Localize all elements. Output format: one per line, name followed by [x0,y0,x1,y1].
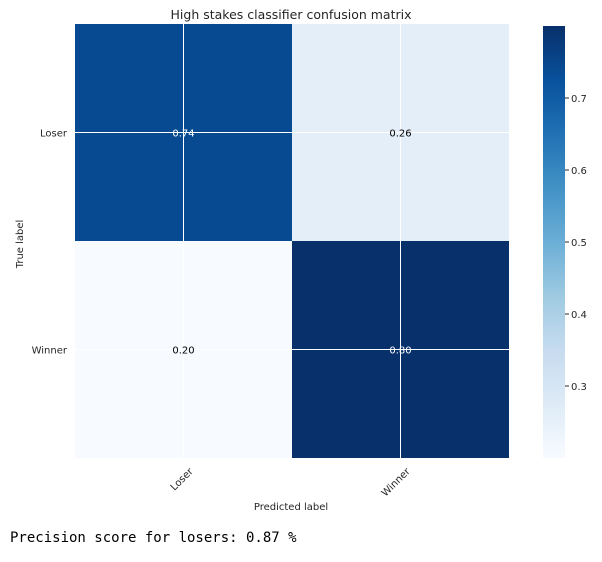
x-tick-labels: Loser Winner [169,466,413,499]
cell-label-0-0: 0.74 [172,129,194,140]
cell-label-0-1: 0.26 [389,129,411,140]
colorbar: 0.3 0.4 0.5 0.6 0.7 [543,26,587,458]
x-tick-label: Loser [169,466,196,493]
cell-label-1-1: 0.80 [389,346,411,357]
precision-score-text: Precision score for losers: 0.87 % [10,530,297,546]
y-tick-label: Loser [40,129,68,140]
x-tick-label: Winner [380,466,413,499]
colorbar-tick-label: 0.3 [571,382,587,393]
colorbar-gradient [543,26,565,458]
colorbar-tick-label: 0.4 [571,310,587,321]
y-tick-labels: Loser Winner [32,129,68,357]
confusion-matrix-chart: High stakes classifier confusion matrix … [15,7,587,513]
y-axis-label: True label [15,220,26,270]
colorbar-tick-label: 0.5 [571,238,587,249]
cell-value-labels: 0.74 0.26 0.20 0.80 [172,129,411,357]
y-tick-label: Winner [32,346,68,357]
x-axis-label: Predicted label [254,502,328,513]
colorbar-tick-label: 0.7 [571,94,587,105]
grid-lines [75,24,509,458]
cell-label-1-0: 0.20 [172,346,194,357]
colorbar-ticks: 0.3 0.4 0.5 0.6 0.7 [565,94,587,393]
chart-title: High stakes classifier confusion matrix [171,7,412,22]
colorbar-tick-label: 0.6 [571,166,587,177]
matrix-cells [75,24,509,458]
